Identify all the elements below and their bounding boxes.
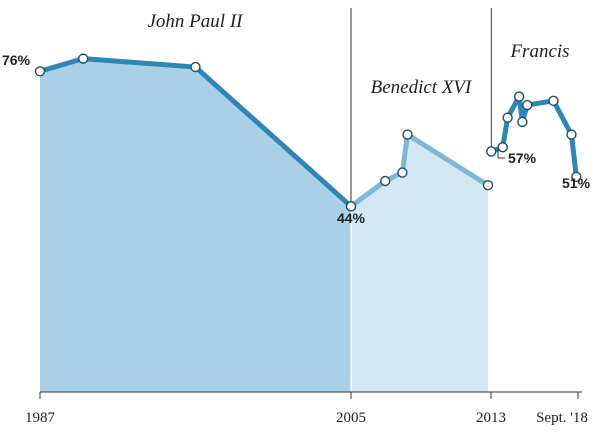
data-point-2-5 — [482, 180, 494, 191]
data-point-1-3 — [190, 61, 201, 73]
data-label-51: 51% — [562, 175, 591, 191]
era-dividers — [350, 8, 492, 392]
data-point-3-3 — [502, 112, 513, 123]
era-label-francis: Francis — [509, 41, 569, 62]
series-points — [34, 53, 582, 212]
era-label-john-paul-ii: John Paul II — [148, 11, 245, 32]
data-point-3-6 — [522, 99, 533, 111]
data-point-3-5 — [517, 116, 528, 128]
data-point-3-1 — [486, 146, 497, 157]
data-point-2-4 — [402, 129, 413, 140]
era-areas — [40, 58, 488, 393]
era-label-benedict-xvi: Benedict XVI — [371, 77, 473, 98]
data-label-76: 76% — [2, 52, 31, 68]
data-point-2-2 — [380, 175, 391, 187]
data-label-44: 44% — [337, 210, 366, 226]
data-point-2-3 — [397, 167, 408, 178]
data-label-57: 57% — [508, 150, 537, 166]
x-tick-label-2005: 2005 — [336, 410, 366, 426]
era-area-2 — [351, 134, 488, 392]
data-point-1-2 — [77, 53, 89, 64]
data-point-3-7 — [548, 95, 559, 107]
series-line-1 — [37, 56, 354, 209]
x-tick-label-sept-18: Sept. '18 — [536, 410, 588, 426]
x-tick-label-2013: 2013 — [476, 410, 506, 426]
era-area-1 — [40, 58, 351, 393]
data-point-3-4 — [513, 91, 525, 102]
x-tick-label-1987: 1987 — [25, 410, 56, 426]
data-point-3-2 — [497, 142, 508, 153]
data-point-1-1 — [34, 66, 46, 77]
data-point-3-8 — [566, 129, 577, 140]
data-point-3-9 — [571, 171, 582, 182]
data-point-2-1 — [345, 201, 357, 212]
